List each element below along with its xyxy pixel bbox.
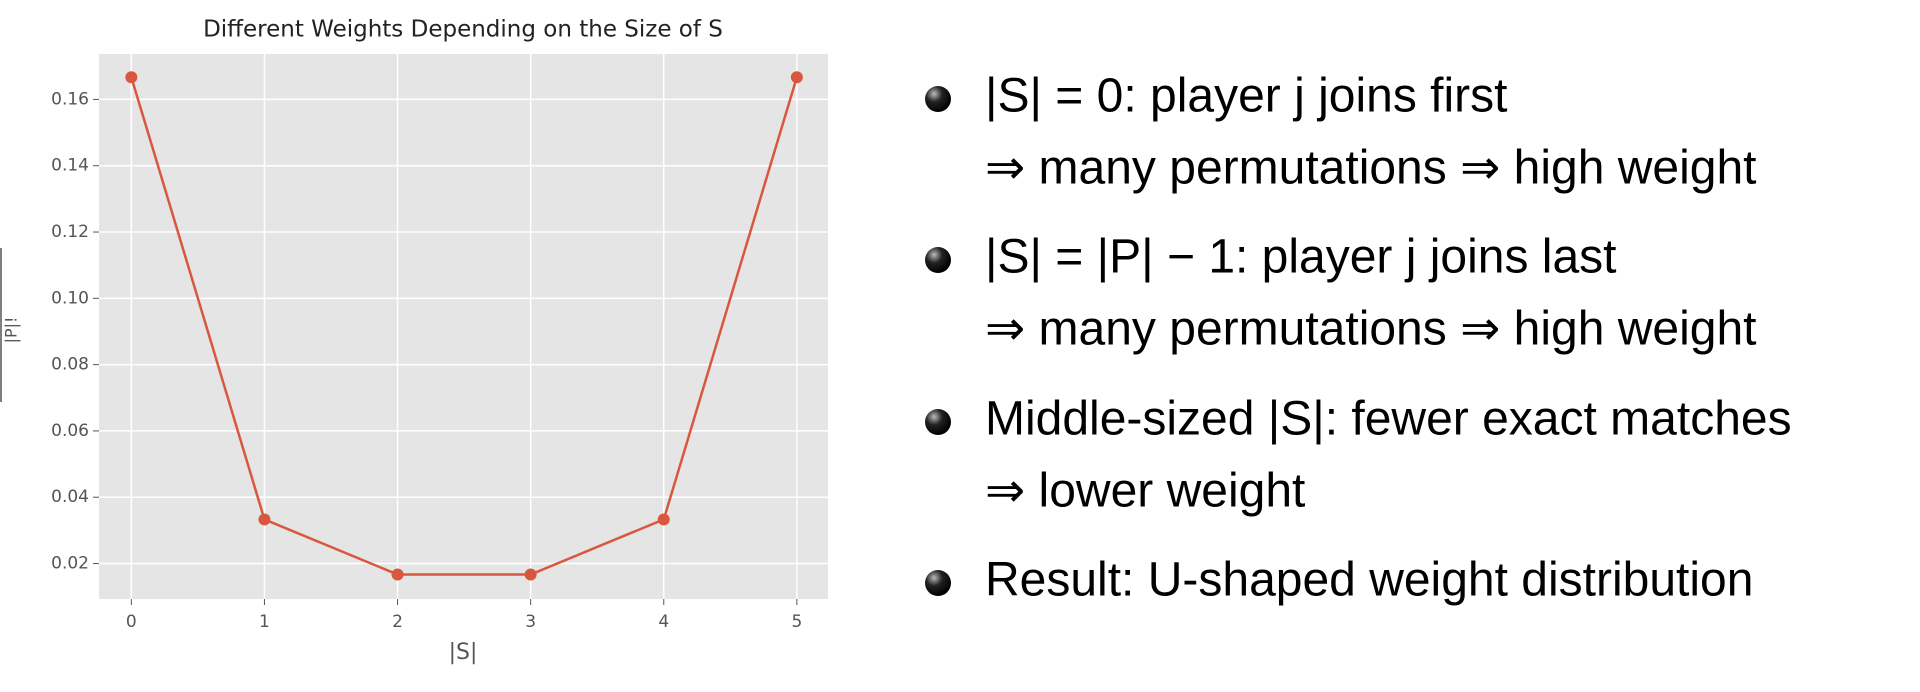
bullet-text: Middle-sized |S|: fewer exact matches (985, 393, 1792, 446)
y-tick-label: 0.04 (51, 487, 89, 507)
plot-area (99, 54, 828, 599)
y-tick-label: 0.02 (51, 554, 89, 574)
y-tick-label: 0.14 (51, 156, 89, 176)
y-tick-label: 0.12 (51, 222, 89, 242)
x-tick-label: 0 (126, 612, 137, 632)
bullet-text: Result: U-shaped weight distribution (985, 554, 1753, 607)
data-point (391, 568, 404, 581)
bullet (925, 86, 951, 112)
y-tick-label: 0.16 (51, 89, 89, 109)
bullet-text: |S| = 0: player j joins first (985, 70, 1507, 123)
y-tick-label: 0.10 (51, 288, 89, 308)
data-point (657, 513, 670, 526)
bullet (925, 570, 951, 596)
bullet-text: ⇒ many permutations ⇒ high weight (985, 142, 1756, 195)
x-tick-label: 2 (392, 612, 403, 632)
y-axis-label: |P|! (2, 317, 21, 344)
y-tick-label: 0.08 (51, 355, 89, 375)
x-tick-label: 4 (658, 612, 669, 632)
bullet-text: ⇒ many permutations ⇒ high weight (985, 303, 1756, 356)
chart-title: Different Weights Depending on the Size … (203, 17, 723, 43)
x-tick-label: 1 (259, 612, 270, 632)
bullet (925, 247, 951, 273)
bullet (925, 409, 951, 435)
bullet-text: |S| = |P| − 1: player j joins last (985, 231, 1617, 284)
data-point (790, 71, 803, 84)
x-tick-label: 3 (525, 612, 536, 632)
data-line (130, 76, 799, 576)
data-point (125, 71, 138, 84)
x-tick-label: 5 (791, 612, 802, 632)
x-axis-label: |S| (449, 640, 478, 665)
y-tick-label: 0.06 (51, 421, 89, 441)
bullet-text: ⇒ lower weight (985, 465, 1305, 518)
data-point (258, 513, 271, 526)
data-point (524, 568, 537, 581)
